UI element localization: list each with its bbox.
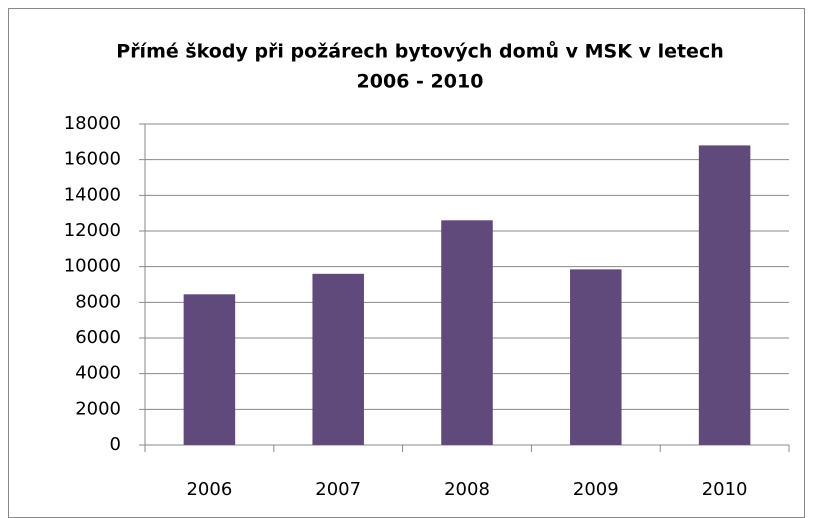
x-tick-label: 2006: [186, 479, 232, 500]
chart-title: Přímé škody při požárech bytových domů v…: [116, 40, 723, 63]
y-tick-label: 16000: [64, 149, 121, 170]
y-tick-label: 18000: [64, 113, 121, 134]
x-tick-label: 2010: [702, 479, 748, 500]
y-tick-label: 0: [110, 434, 121, 455]
x-tick-label: 2009: [573, 479, 619, 500]
y-tick-label: 14000: [64, 184, 121, 205]
y-tick-label: 10000: [64, 256, 121, 277]
y-tick-label: 6000: [75, 327, 121, 348]
chart-frame: [8, 8, 805, 518]
chart-title: 2006 - 2010: [357, 71, 484, 93]
bar: [183, 294, 236, 445]
y-tick-label: 2000: [75, 398, 121, 419]
bar: [570, 269, 622, 445]
x-tick-label: 2007: [315, 479, 361, 500]
bar: [441, 220, 493, 445]
y-tick-label: 4000: [75, 363, 121, 384]
bar: [698, 145, 751, 445]
y-tick-label: 8000: [75, 291, 121, 312]
x-tick-label: 2008: [444, 479, 490, 500]
bar: [312, 273, 364, 445]
y-tick-label: 12000: [64, 220, 121, 241]
